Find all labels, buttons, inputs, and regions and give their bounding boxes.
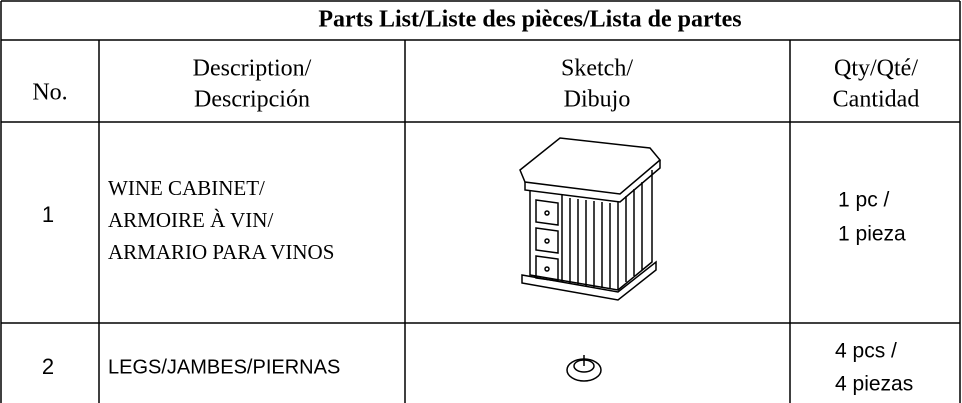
header: No. — [32, 80, 67, 106]
header: Descripción — [194, 87, 310, 113]
row-number: 1 — [42, 202, 54, 227]
description: ARMOIRE À VIN/ — [108, 208, 273, 232]
quantity: 4 pcs / — [835, 340, 897, 363]
description: ARMARIO PARA VINOS — [108, 240, 334, 264]
description: WINE CABINET/ — [108, 176, 265, 200]
header: Cantidad — [833, 87, 920, 113]
header: Dibujo — [564, 87, 631, 113]
quantity: 4 piezas — [835, 373, 913, 396]
quantity: 1 pc / — [838, 189, 890, 212]
leg-sketch — [566, 355, 602, 382]
header: Description/ — [193, 56, 312, 82]
header: Sketch/ — [561, 56, 633, 82]
table-title: Parts List/Liste des pièces/Lista de par… — [318, 7, 741, 33]
header: Qty/Qté/ — [834, 56, 918, 82]
quantity: 1 pieza — [838, 223, 906, 246]
cabinet-sketch — [519, 137, 662, 301]
description: LEGS/JAMBES/PIERNAS — [108, 356, 340, 378]
row-number: 2 — [42, 354, 54, 379]
